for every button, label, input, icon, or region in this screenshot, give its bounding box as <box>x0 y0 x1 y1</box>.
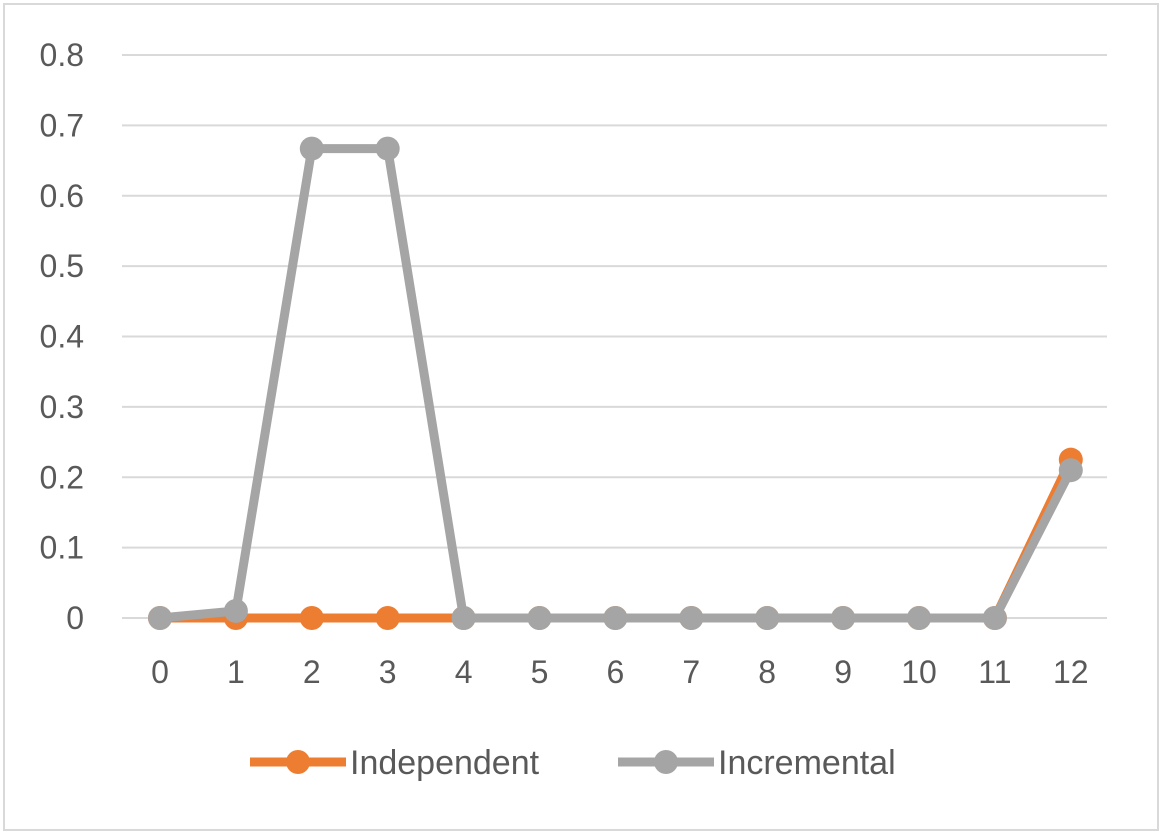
x-tick-label: 9 <box>834 654 852 690</box>
x-tick-label: 1 <box>227 654 245 690</box>
data-point <box>1058 458 1083 483</box>
y-tick-label: 0.6 <box>40 178 84 214</box>
data-point <box>451 606 476 630</box>
data-point <box>831 606 856 630</box>
x-tick-label: 4 <box>455 654 473 690</box>
data-point <box>755 606 780 630</box>
data-point <box>375 136 400 161</box>
data-point <box>603 606 628 630</box>
data-point <box>679 606 704 630</box>
x-tick-label: 2 <box>303 654 321 690</box>
y-tick-label: 0 <box>66 600 84 636</box>
y-tick-label: 0.1 <box>40 530 84 566</box>
series-line <box>155 455 1076 623</box>
y-tick-label: 0.2 <box>40 459 84 495</box>
y-tick-label: 0.7 <box>40 107 84 143</box>
series-independent <box>148 447 1083 630</box>
data-series <box>148 136 1083 630</box>
x-tick-label: 11 <box>978 654 1011 690</box>
legend-label: Independent <box>350 744 540 782</box>
legend-item-independent: Independent <box>250 744 540 782</box>
data-point <box>982 606 1007 630</box>
data-point <box>907 606 931 630</box>
x-tick-label: 3 <box>379 654 397 690</box>
x-tick-label: 6 <box>607 654 625 690</box>
data-point <box>375 606 400 630</box>
legend: Independent Incremental <box>250 744 896 782</box>
data-point <box>299 136 324 161</box>
data-point <box>527 606 552 630</box>
x-tick-label: 5 <box>531 654 549 690</box>
x-tick-label: 0 <box>151 654 169 690</box>
legend-marker <box>654 750 678 774</box>
x-tick-label: 8 <box>758 654 776 690</box>
x-tick-label: 10 <box>901 654 937 690</box>
gridlines <box>122 54 1107 619</box>
data-point <box>223 598 248 623</box>
y-tick-label: 0.5 <box>40 248 84 284</box>
y-axis-tick-labels: 0 0.1 0.2 0.3 0.4 0.5 0.6 0.7 0.8 <box>40 37 84 636</box>
y-tick-label: 0.3 <box>40 389 84 425</box>
legend-item-incremental: Incremental <box>618 744 896 782</box>
legend-marker <box>286 750 310 774</box>
y-tick-label: 0.4 <box>40 319 84 355</box>
data-point <box>148 606 172 630</box>
series-incremental <box>148 136 1083 630</box>
y-tick-label: 0.8 <box>40 37 84 73</box>
legend-label: Incremental <box>718 744 896 782</box>
x-tick-label: 12 <box>1053 654 1089 690</box>
chart-frame <box>3 3 1159 831</box>
x-tick-label: 7 <box>682 654 700 690</box>
x-axis-tick-labels: 0 1 2 3 4 5 6 7 8 9 10 11 12 <box>151 654 1088 690</box>
data-point <box>299 606 324 630</box>
